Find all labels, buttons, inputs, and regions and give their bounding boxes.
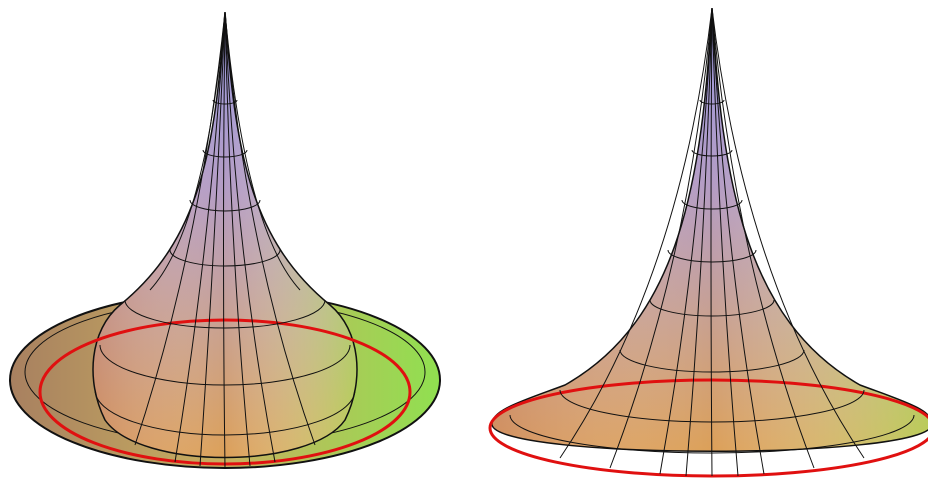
right-surface bbox=[490, 8, 928, 476]
surface-plots bbox=[0, 0, 928, 487]
left-surface bbox=[10, 12, 440, 468]
